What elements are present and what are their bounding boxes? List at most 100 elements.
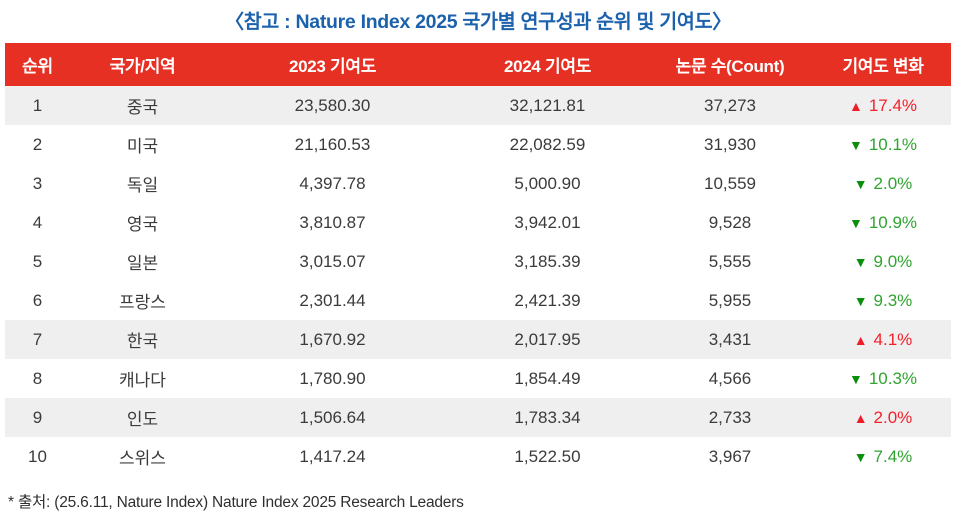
table-header-row: 순위 국가/지역 2023 기여도 2024 기여도 논문 수(Count) 기…	[5, 43, 951, 86]
change-value: 17.4%	[868, 95, 918, 115]
source-note: * 출처: (25.6.11, Nature Index) Nature Ind…	[8, 494, 464, 511]
rank-cell: 9	[32, 407, 43, 427]
country-cell: 인도	[126, 410, 159, 429]
table-row: 10 스위스 1,417.24 1,522.50 3,967 ▼ 7.4%	[5, 437, 951, 476]
column-header-contrib-2024: 2024 기여도	[503, 57, 592, 76]
contrib-2024-cell: 3,942.01	[514, 212, 581, 232]
contrib-2023-cell: 1,670.92	[299, 329, 366, 349]
research-rank-table: 순위 국가/지역 2023 기여도 2024 기여도 논문 수(Count) 기…	[5, 43, 951, 476]
change-cell: ▲ 2.0%	[815, 408, 951, 428]
change-value: 10.9%	[868, 212, 918, 232]
rank-cell: 3	[32, 173, 43, 193]
change-cell: ▼ 10.1%	[815, 135, 951, 155]
table-row: 9 인도 1,506.64 1,783.34 2,733 ▲ 2.0%	[5, 398, 951, 437]
country-cell: 캐나다	[119, 371, 166, 390]
paper-count-cell: 3,967	[708, 446, 752, 466]
table-row: 4 영국 3,810.87 3,942.01 9,528 ▼ 10.9%	[5, 203, 951, 242]
contrib-2024-cell: 2,421.39	[514, 290, 581, 310]
table-row: 3 독일 4,397.78 5,000.90 10,559 ▼ 2.0%	[5, 164, 951, 203]
triangle-down-icon: ▼	[853, 292, 868, 309]
paper-count-cell: 4,566	[708, 368, 752, 388]
rank-cell: 1	[32, 95, 43, 115]
contrib-2023-cell: 4,397.78	[299, 173, 366, 193]
contrib-2024-cell: 1,854.49	[514, 368, 581, 388]
change-value: 10.3%	[868, 368, 918, 388]
country-cell: 한국	[126, 332, 159, 351]
rank-cell: 5	[32, 251, 43, 271]
triangle-up-icon: ▲	[853, 409, 868, 426]
rank-cell: 4	[32, 212, 43, 232]
column-header-country: 국가/지역	[109, 57, 176, 76]
contrib-2023-cell: 1,780.90	[299, 368, 366, 388]
change-value: 4.1%	[873, 329, 913, 349]
rank-cell: 6	[32, 290, 43, 310]
change-cell: ▲ 4.1%	[815, 330, 951, 350]
triangle-down-icon: ▼	[853, 253, 868, 270]
change-cell: ▼ 10.3%	[815, 369, 951, 389]
triangle-down-icon: ▼	[853, 448, 868, 465]
country-cell: 미국	[126, 137, 159, 156]
rank-cell: 8	[32, 368, 43, 388]
country-cell: 중국	[126, 98, 159, 117]
column-header-paper-count: 논문 수(Count)	[675, 57, 785, 76]
country-cell: 독일	[126, 176, 159, 195]
paper-count-cell: 31,930	[704, 134, 756, 154]
table-row: 2 미국 21,160.53 22,082.59 31,930 ▼ 10.1%	[5, 125, 951, 164]
rank-cell: 2	[32, 134, 43, 154]
table-row: 6 프랑스 2,301.44 2,421.39 5,955 ▼ 9.3%	[5, 281, 951, 320]
contrib-2024-cell: 5,000.90	[514, 173, 581, 193]
contrib-2023-cell: 21,160.53	[294, 134, 371, 154]
change-cell: ▼ 2.0%	[815, 174, 951, 194]
paper-count-cell: 37,273	[704, 95, 756, 115]
paper-count-cell: 5,955	[708, 290, 752, 310]
country-cell: 프랑스	[119, 293, 166, 312]
change-value: 7.4%	[873, 446, 913, 466]
change-cell: ▲ 17.4%	[815, 96, 951, 116]
table-row: 5 일본 3,015.07 3,185.39 5,555 ▼ 9.0%	[5, 242, 951, 281]
page-title: 〈참고 : Nature Index 2025 국가별 연구성과 순위 및 기여…	[224, 11, 732, 33]
rank-cell: 7	[32, 329, 43, 349]
change-cell: ▼ 7.4%	[815, 447, 951, 467]
change-cell: ▼ 10.9%	[815, 213, 951, 233]
table-body: 1 중국 23,580.30 32,121.81 37,273 ▲ 17.4% 2 미국 21,1…	[5, 86, 951, 476]
triangle-up-icon: ▲	[853, 331, 868, 348]
triangle-up-icon: ▲	[848, 97, 863, 114]
change-value: 9.3%	[873, 290, 913, 310]
country-cell: 일본	[126, 254, 159, 273]
country-cell: 스위스	[119, 449, 166, 468]
contrib-2024-cell: 3,185.39	[514, 251, 581, 271]
column-header-rank: 순위	[22, 57, 53, 76]
country-cell: 영국	[126, 215, 159, 234]
triangle-down-icon: ▼	[853, 175, 868, 192]
paper-count-cell: 3,431	[708, 329, 752, 349]
contrib-2023-cell: 1,506.64	[299, 407, 366, 427]
contrib-2024-cell: 1,522.50	[514, 446, 581, 466]
column-header-change: 기여도 변화	[842, 57, 924, 76]
triangle-down-icon: ▼	[848, 214, 863, 231]
contrib-2023-cell: 3,015.07	[299, 251, 366, 271]
contrib-2024-cell: 32,121.81	[509, 95, 586, 115]
change-value: 9.0%	[873, 251, 913, 271]
triangle-down-icon: ▼	[848, 370, 863, 387]
contrib-2024-cell: 22,082.59	[509, 134, 586, 154]
contrib-2023-cell: 3,810.87	[299, 212, 366, 232]
contrib-2023-cell: 23,580.30	[294, 95, 371, 115]
triangle-down-icon: ▼	[848, 136, 863, 153]
table-row: 7 한국 1,670.92 2,017.95 3,431 ▲ 4.1%	[5, 320, 951, 359]
contrib-2024-cell: 1,783.34	[514, 407, 581, 427]
contrib-2023-cell: 1,417.24	[299, 446, 366, 466]
table-row: 1 중국 23,580.30 32,121.81 37,273 ▲ 17.4%	[5, 86, 951, 125]
change-value: 2.0%	[873, 407, 913, 427]
paper-count-cell: 10,559	[704, 173, 756, 193]
change-cell: ▼ 9.0%	[815, 252, 951, 272]
rank-cell: 10	[28, 446, 47, 466]
change-cell: ▼ 9.3%	[815, 291, 951, 311]
paper-count-cell: 5,555	[708, 251, 752, 271]
change-value: 10.1%	[868, 134, 918, 154]
table-row: 8 캐나다 1,780.90 1,854.49 4,566 ▼ 10.3%	[5, 359, 951, 398]
contrib-2023-cell: 2,301.44	[299, 290, 366, 310]
column-header-contrib-2023: 2023 기여도	[288, 57, 377, 76]
change-value: 2.0%	[873, 173, 913, 193]
paper-count-cell: 2,733	[708, 407, 752, 427]
contrib-2024-cell: 2,017.95	[514, 329, 581, 349]
